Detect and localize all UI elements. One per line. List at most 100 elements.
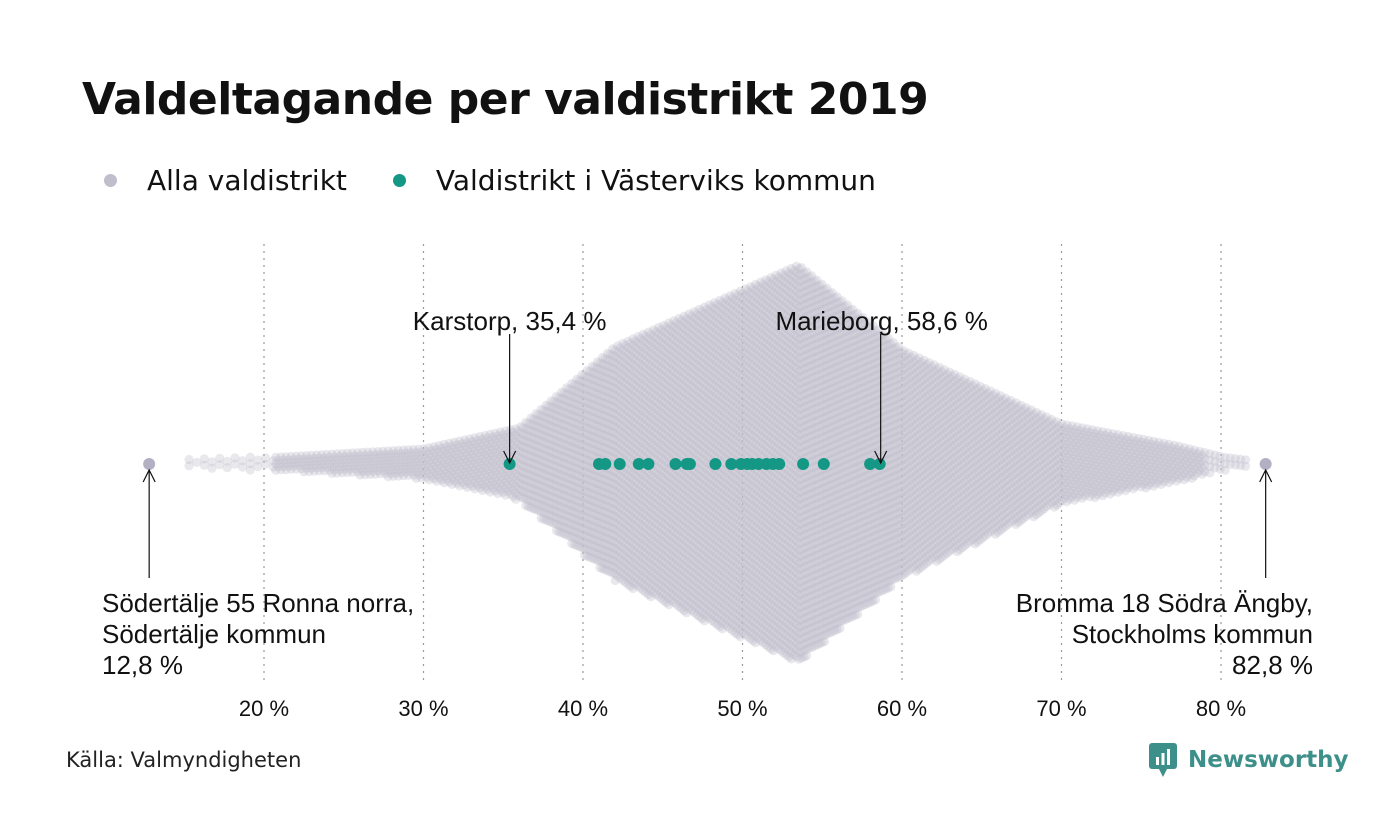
district-point <box>230 453 240 463</box>
district-point <box>429 474 439 484</box>
district-point <box>493 450 503 460</box>
district-point <box>253 461 263 472</box>
district-point <box>414 463 424 474</box>
district-point <box>355 464 365 474</box>
district-point <box>271 452 281 462</box>
district-point <box>495 472 505 482</box>
district-point <box>380 468 391 479</box>
district-point <box>470 484 480 494</box>
district-point <box>470 445 480 456</box>
district-point <box>411 473 421 483</box>
district-point <box>391 449 401 459</box>
legend-marker-vastervik <box>392 173 406 187</box>
district-point <box>419 463 429 473</box>
district-point <box>454 481 465 491</box>
district-point <box>358 454 368 464</box>
district-point <box>444 477 454 487</box>
district-point <box>454 468 465 478</box>
district-point <box>406 461 416 471</box>
district-point <box>462 482 472 492</box>
district-point <box>401 448 411 458</box>
district-point <box>495 433 505 444</box>
district-point <box>350 457 360 468</box>
district-point <box>485 468 495 478</box>
district-point <box>386 449 396 459</box>
district-point <box>322 456 332 466</box>
district-point <box>370 456 380 466</box>
district-point <box>493 456 503 467</box>
district-point <box>192 457 202 467</box>
district-point <box>483 478 493 488</box>
district-point <box>449 476 459 486</box>
district-point <box>462 470 472 480</box>
district-point <box>358 467 368 477</box>
district-point <box>342 467 352 478</box>
district-point <box>424 456 434 466</box>
district-point <box>429 442 439 452</box>
district-point <box>490 441 500 451</box>
district-point <box>500 445 511 455</box>
district-point <box>472 474 482 484</box>
district-point <box>358 447 368 457</box>
district-point <box>477 479 488 489</box>
district-point <box>437 475 447 485</box>
district-point <box>314 459 324 470</box>
district-point <box>301 451 311 461</box>
district-point <box>465 466 475 476</box>
legend-label-vastervik: Valdistrikt i Västerviks kommun <box>435 163 876 197</box>
district-point <box>495 485 505 495</box>
district-point <box>485 455 495 465</box>
district-point <box>500 426 511 436</box>
district-point <box>498 443 508 453</box>
district-point <box>467 436 477 447</box>
district-point <box>421 447 431 457</box>
district-point <box>477 473 488 483</box>
district-point <box>383 459 393 469</box>
district-point <box>493 444 503 454</box>
district-point <box>472 480 482 490</box>
district-point <box>424 443 434 453</box>
district-point <box>454 474 465 485</box>
district-point <box>215 460 225 470</box>
district-point <box>278 461 289 472</box>
district-point <box>424 468 434 478</box>
district-point <box>480 475 490 485</box>
district-point <box>347 448 357 458</box>
district-point <box>462 450 472 460</box>
district-point <box>342 461 352 471</box>
district-point <box>286 451 296 462</box>
district-point <box>477 447 488 457</box>
district-point <box>355 451 365 461</box>
district-point <box>488 470 498 480</box>
district-point <box>475 476 485 486</box>
legend-label-all-districts: Alla valdistrikt <box>147 163 347 197</box>
district-point <box>460 473 470 483</box>
district-point <box>317 450 327 460</box>
district-point <box>475 438 485 448</box>
district-point <box>477 460 488 470</box>
district-point <box>454 455 465 465</box>
district-point <box>245 452 255 462</box>
district-point <box>352 460 363 471</box>
district-point <box>309 466 319 476</box>
district-point <box>460 448 470 458</box>
district-point <box>409 457 419 467</box>
district-point <box>375 462 385 472</box>
district-point <box>296 451 306 461</box>
district-point <box>365 450 375 460</box>
district-point <box>388 452 398 462</box>
district-point <box>373 466 383 476</box>
district-point <box>396 455 406 465</box>
district-point <box>498 449 508 459</box>
district-point <box>460 441 470 451</box>
district-point <box>312 456 322 466</box>
district-point <box>495 440 505 450</box>
district-point <box>452 478 462 488</box>
district-point <box>411 467 421 477</box>
district-point <box>393 445 403 455</box>
district-point <box>490 473 500 483</box>
district-point <box>429 467 439 477</box>
district-point <box>432 444 442 454</box>
district-point <box>337 449 347 459</box>
district-point <box>363 454 373 464</box>
